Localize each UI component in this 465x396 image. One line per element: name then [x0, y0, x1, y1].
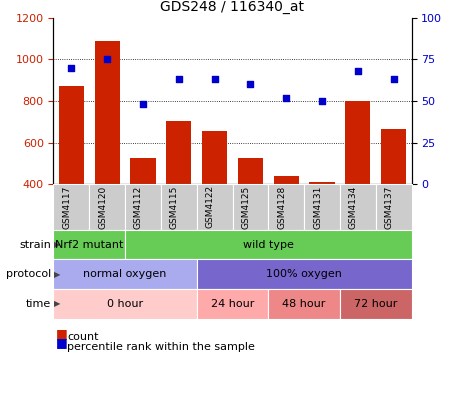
- Text: ▶: ▶: [54, 270, 61, 279]
- Point: [282, 95, 290, 101]
- Text: GSM4131: GSM4131: [313, 185, 322, 228]
- Text: GSM4134: GSM4134: [349, 185, 358, 228]
- Point: [354, 68, 361, 74]
- Bar: [202, 131, 227, 184]
- Point: [67, 65, 75, 71]
- Text: ■: ■: [56, 327, 67, 340]
- Title: GDS248 / 116340_at: GDS248 / 116340_at: [160, 0, 305, 14]
- Text: 24 hour: 24 hour: [211, 299, 254, 309]
- Point: [390, 76, 397, 82]
- Text: ■: ■: [56, 337, 67, 350]
- Bar: [381, 129, 406, 184]
- Text: time: time: [26, 299, 51, 309]
- Text: 48 hour: 48 hour: [282, 299, 326, 309]
- Bar: [59, 86, 84, 184]
- Bar: [166, 121, 191, 184]
- Text: GSM4112: GSM4112: [134, 185, 143, 228]
- Bar: [95, 41, 120, 184]
- Point: [175, 76, 182, 82]
- Text: GSM4128: GSM4128: [277, 185, 286, 228]
- Text: GSM4137: GSM4137: [385, 185, 393, 228]
- Bar: [345, 101, 370, 184]
- Text: Nrf2 mutant: Nrf2 mutant: [55, 240, 124, 249]
- Text: protocol: protocol: [6, 269, 51, 279]
- Bar: [274, 176, 299, 184]
- Text: ▶: ▶: [54, 299, 61, 308]
- Text: GSM4120: GSM4120: [98, 185, 107, 228]
- Text: strain: strain: [19, 240, 51, 249]
- Text: GSM4122: GSM4122: [206, 185, 214, 228]
- Text: 100% oxygen: 100% oxygen: [266, 269, 342, 279]
- Text: ▶: ▶: [54, 240, 61, 249]
- Bar: [310, 182, 334, 184]
- Text: count: count: [67, 331, 99, 342]
- Text: GSM4117: GSM4117: [62, 185, 72, 228]
- Point: [103, 56, 111, 63]
- Point: [211, 76, 218, 82]
- Text: GSM4125: GSM4125: [241, 185, 250, 228]
- Point: [139, 101, 146, 107]
- Bar: [238, 158, 263, 184]
- Text: 0 hour: 0 hour: [107, 299, 143, 309]
- Text: percentile rank within the sample: percentile rank within the sample: [67, 341, 255, 352]
- Text: wild type: wild type: [243, 240, 294, 249]
- Text: GSM4115: GSM4115: [170, 185, 179, 228]
- Point: [246, 81, 254, 88]
- Text: normal oxygen: normal oxygen: [83, 269, 167, 279]
- Bar: [131, 158, 155, 184]
- Text: 72 hour: 72 hour: [354, 299, 398, 309]
- Point: [318, 98, 325, 104]
